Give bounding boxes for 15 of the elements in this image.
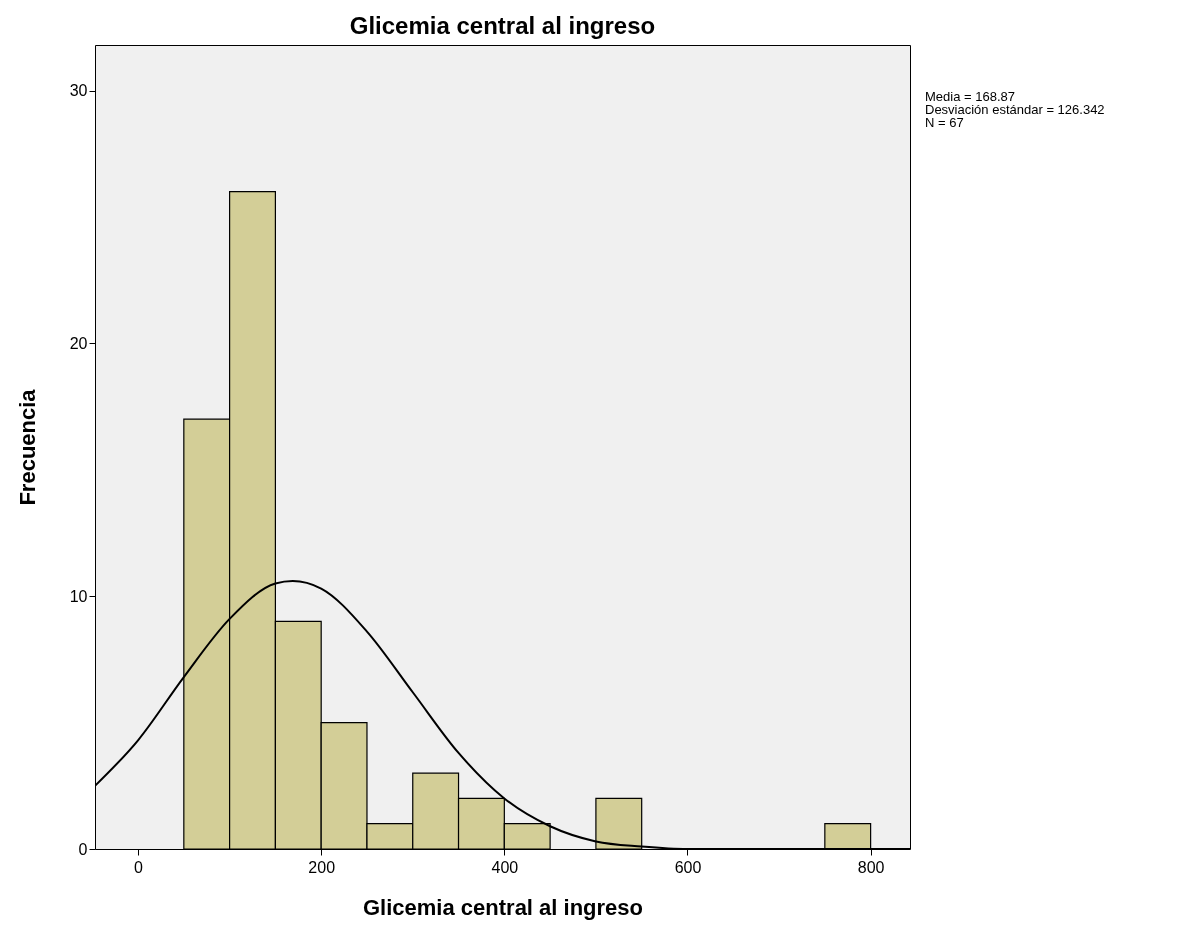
x-tick-label: 600 <box>674 858 702 876</box>
x-tick-label: 0 <box>134 858 144 876</box>
x-axis-title: Glicemia central al ingreso <box>362 894 644 920</box>
y-tick-label: 30 <box>69 82 88 100</box>
y-tick-label: 0 <box>78 840 88 858</box>
text: N = 67 <box>925 115 965 130</box>
x-tick-label: 800 <box>857 858 885 876</box>
text: Media = 168.87 <box>925 89 1016 104</box>
y-tick-label: 10 <box>69 587 88 605</box>
x-tick-label: 200 <box>308 858 336 876</box>
y-tick-label: 20 <box>69 334 88 352</box>
text: Desviación estándar = 126.342 <box>925 102 1105 117</box>
y-axis-title: Frecuencia <box>14 388 40 506</box>
x-tick-label: 400 <box>491 858 519 876</box>
chart-title: Glicemia central al ingreso <box>349 12 656 39</box>
